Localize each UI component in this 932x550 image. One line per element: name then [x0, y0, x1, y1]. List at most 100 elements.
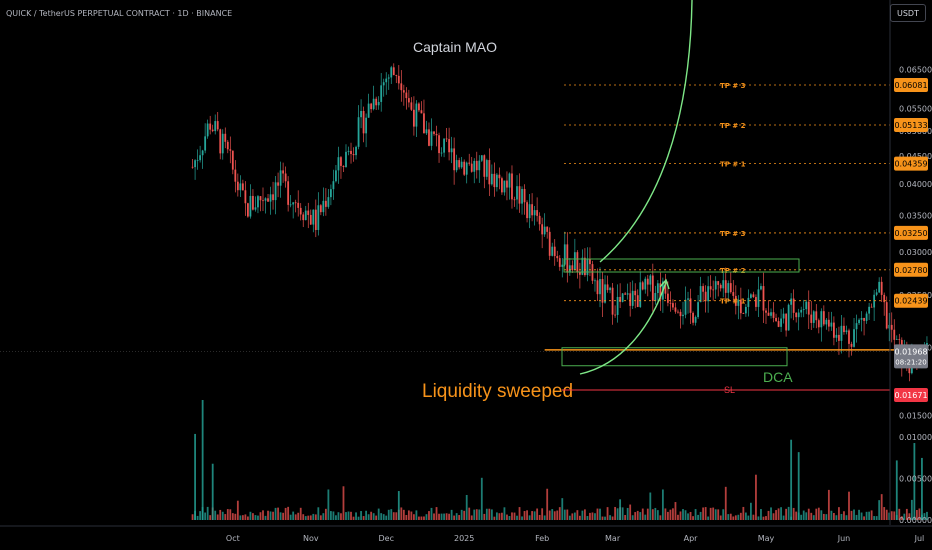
- candle-body: [274, 182, 277, 201]
- volume-bar: [299, 507, 302, 520]
- volume-bar: [460, 509, 463, 520]
- volume-bar: [885, 509, 888, 520]
- candle-body: [488, 160, 491, 185]
- candle-body: [518, 186, 521, 204]
- candle-body: [277, 182, 279, 186]
- volume-bar: [440, 513, 443, 520]
- tp-price-tag-text: 0.03250: [894, 229, 927, 238]
- candle-body: [742, 313, 745, 314]
- candle-body: [727, 283, 730, 293]
- volume-bar: [875, 516, 878, 520]
- volume-bar: [830, 510, 833, 520]
- volume-bar: [611, 516, 614, 520]
- volume-bar: [287, 506, 290, 520]
- candle-body: [370, 103, 373, 110]
- volume-bar: [365, 510, 368, 520]
- volume-bar: [211, 463, 214, 520]
- candle-body: [895, 339, 898, 340]
- candle-body: [770, 312, 772, 316]
- volume-bar: [561, 498, 564, 520]
- volume-bar: [898, 508, 901, 520]
- candle-body: [264, 198, 267, 201]
- volume-bar: [815, 508, 818, 520]
- volume-bar: [272, 511, 274, 520]
- volume-bar: [707, 516, 710, 520]
- candle-body: [279, 170, 282, 186]
- candle-body: [324, 200, 327, 207]
- candle-body: [807, 301, 810, 315]
- volume-bar: [755, 474, 757, 520]
- sl-price-tag-text: 0.01671: [894, 391, 927, 400]
- candle-body: [425, 129, 428, 134]
- volume-bar: [850, 510, 853, 520]
- candle-body: [863, 317, 865, 321]
- candle-body: [236, 181, 239, 191]
- volume-bar: [870, 510, 873, 520]
- candle-body: [835, 334, 838, 338]
- candle-body: [714, 281, 717, 290]
- candle-body: [428, 129, 430, 146]
- candle-body: [870, 306, 873, 308]
- volume-bar: [377, 508, 380, 520]
- volume-bar: [682, 509, 684, 520]
- candle-body: [825, 319, 828, 325]
- tp-price-tag-text: 0.04359: [894, 160, 927, 169]
- volume-bar: [382, 514, 385, 520]
- candle-body: [865, 313, 868, 321]
- candle-body: [269, 194, 272, 202]
- volume-bar: [684, 510, 687, 520]
- candle-body: [312, 209, 315, 225]
- candle-body: [380, 85, 383, 102]
- candle-body: [677, 311, 679, 313]
- volume-bar: [516, 515, 518, 520]
- candle-body: [596, 280, 599, 295]
- candle-body: [785, 313, 788, 331]
- candle-body: [433, 131, 435, 134]
- volume-bar: [367, 514, 370, 520]
- volume-bar: [362, 516, 365, 520]
- candle-body: [226, 141, 229, 150]
- volume-bar: [578, 515, 581, 520]
- candle-body: [332, 181, 335, 190]
- candle-body: [405, 92, 408, 99]
- volume-bar: [621, 507, 624, 520]
- volume-bar: [216, 514, 219, 520]
- volume-bar: [883, 507, 886, 520]
- candle-body: [885, 302, 888, 329]
- tp-price-tag-text: 0.02439: [894, 297, 927, 306]
- volume-bar: [531, 511, 533, 520]
- candle-body: [568, 265, 571, 273]
- volume-bar: [672, 508, 674, 520]
- candle-body: [679, 311, 682, 317]
- liquidity-sweeped-label: Liquidity sweeped: [422, 381, 573, 402]
- candle-body: [812, 311, 815, 323]
- candle-body: [805, 301, 808, 310]
- candle-body: [400, 83, 403, 91]
- volume-bar: [641, 508, 644, 520]
- symbol-header[interactable]: QUICK / TetherUS PERPETUAL CONTRACT · 1D…: [6, 9, 233, 18]
- volume-bar: [347, 511, 350, 520]
- candle-body: [259, 196, 262, 201]
- candle-body: [689, 298, 692, 313]
- candle-body: [586, 259, 589, 276]
- tp-price-tag-text: 0.02780: [894, 266, 927, 275]
- volume-bar: [526, 510, 528, 520]
- volume-bar: [639, 512, 642, 520]
- volume-bar: [533, 511, 536, 520]
- candle-body: [659, 283, 662, 300]
- candle-body: [702, 286, 705, 292]
- candle-body: [503, 180, 506, 193]
- volume-bar: [795, 511, 798, 520]
- currency-button[interactable]: USDT: [890, 4, 926, 22]
- volume-bar: [307, 515, 310, 520]
- candle-body: [211, 129, 214, 132]
- candle-body: [450, 148, 453, 153]
- candle-body: [501, 178, 503, 193]
- volume-bar: [807, 508, 810, 520]
- candle-body: [883, 294, 886, 303]
- volume-bar: [606, 507, 609, 520]
- candle-body: [571, 265, 574, 271]
- volume-bar: [817, 507, 820, 520]
- candle-body: [234, 169, 237, 182]
